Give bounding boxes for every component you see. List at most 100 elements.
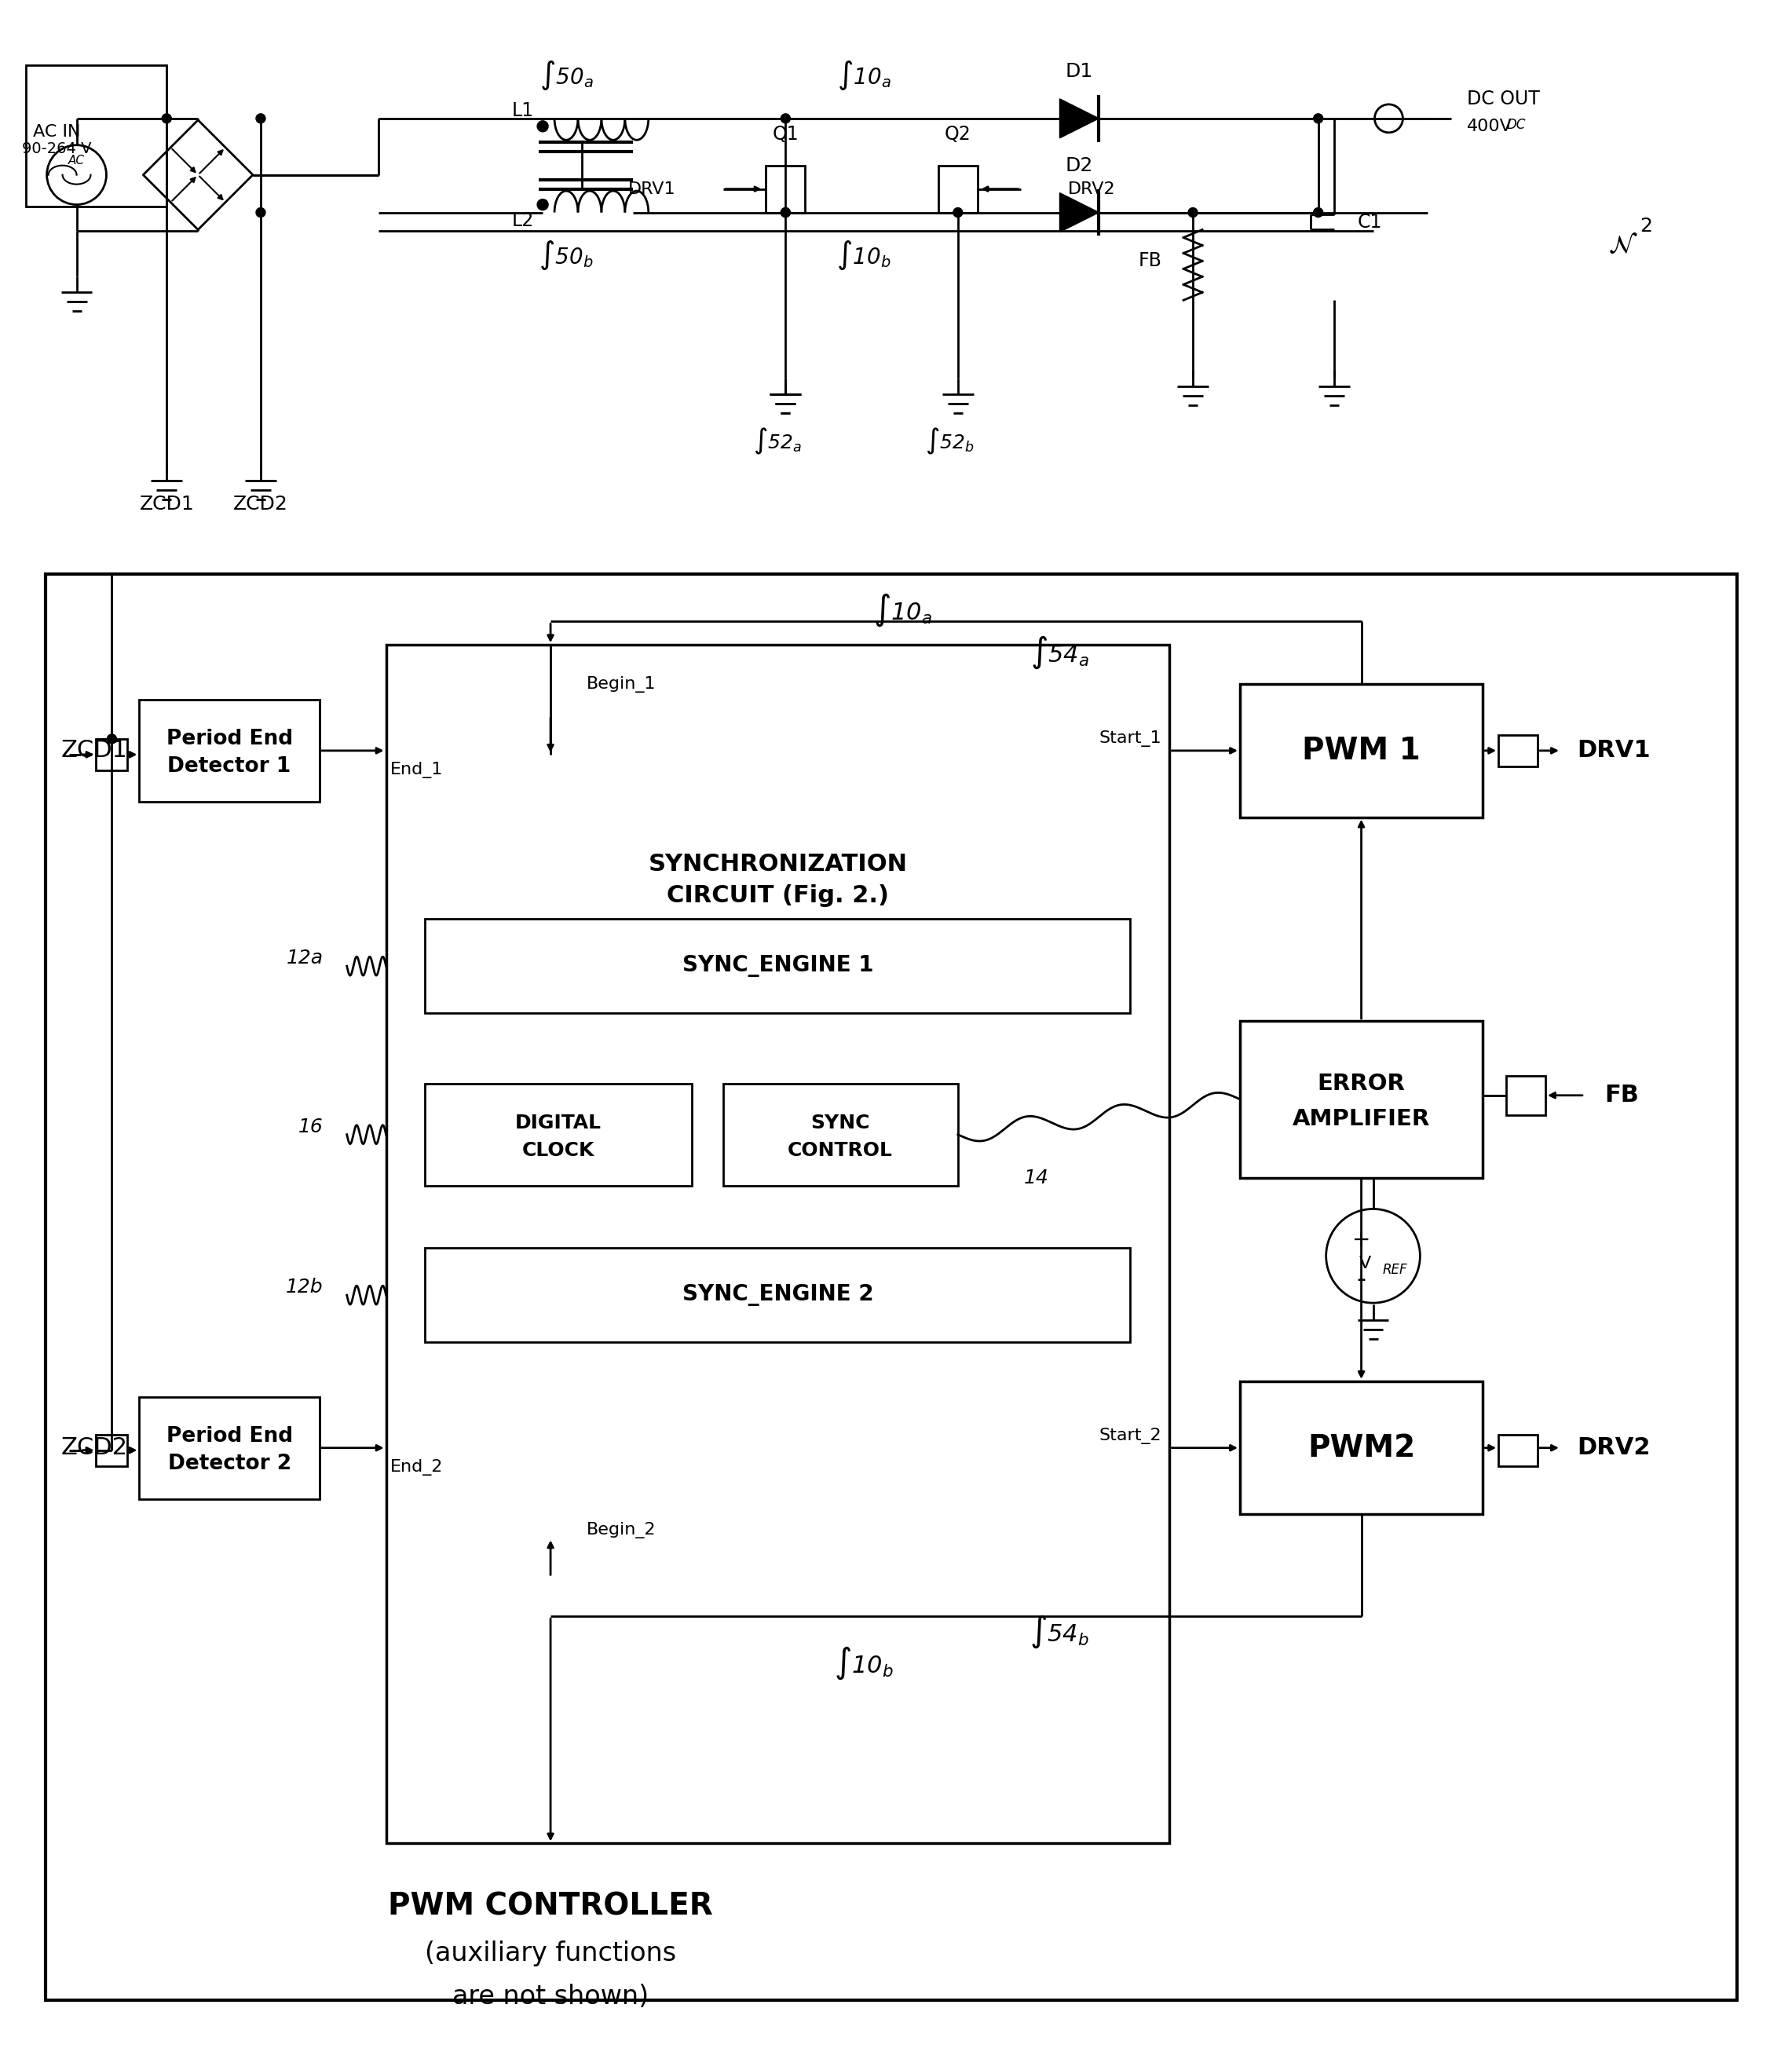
Text: End_2: End_2 — [391, 1459, 443, 1475]
Text: D2: D2 — [1066, 157, 1093, 175]
Text: $\int$50$_b$: $\int$50$_b$ — [539, 239, 593, 272]
Text: $\int$52$_b$: $\int$52$_b$ — [925, 427, 975, 456]
Bar — [722, 1083, 959, 1186]
Bar — [1240, 685, 1482, 817]
Text: Period End: Period End — [167, 1426, 292, 1446]
Text: PWM CONTROLLER: PWM CONTROLLER — [389, 1892, 713, 1921]
Text: 12a: 12a — [287, 949, 323, 968]
Bar — [425, 920, 1131, 1013]
Text: DRV2: DRV2 — [1068, 182, 1115, 196]
Text: SYNCHRONIZATION: SYNCHRONIZATION — [649, 852, 907, 875]
Polygon shape — [1059, 99, 1098, 138]
Text: REF: REF — [1382, 1263, 1407, 1277]
Text: $\mathcal{N}$: $\mathcal{N}$ — [1607, 233, 1638, 258]
Circle shape — [538, 200, 548, 210]
Bar — [97, 1434, 127, 1467]
Bar — [1498, 734, 1538, 765]
Text: PWM 1: PWM 1 — [1303, 736, 1421, 765]
Bar — [765, 165, 805, 212]
Text: CLOCK: CLOCK — [521, 1141, 595, 1159]
Text: ZCD1: ZCD1 — [140, 495, 194, 514]
Text: 400V: 400V — [1468, 118, 1512, 134]
Text: $\int$52$_a$: $\int$52$_a$ — [753, 427, 803, 456]
Circle shape — [1188, 208, 1197, 217]
Bar — [939, 165, 977, 212]
Circle shape — [108, 734, 116, 743]
Circle shape — [781, 208, 790, 217]
Circle shape — [538, 122, 548, 132]
Text: DRV1: DRV1 — [1577, 739, 1650, 761]
Bar — [97, 739, 127, 769]
Circle shape — [781, 208, 790, 217]
Bar — [140, 1397, 319, 1500]
Text: (auxiliary functions: (auxiliary functions — [425, 1939, 676, 1966]
Text: DC OUT: DC OUT — [1468, 89, 1539, 107]
Text: PWM2: PWM2 — [1308, 1434, 1416, 1463]
Text: D1: D1 — [1066, 62, 1093, 80]
Text: FB: FB — [1138, 252, 1161, 270]
Text: DRV1: DRV1 — [629, 182, 676, 196]
Text: Begin_1: Begin_1 — [586, 677, 656, 693]
Text: DC: DC — [1507, 118, 1525, 132]
Text: Begin_2: Begin_2 — [586, 1522, 656, 1539]
Text: Detector 2: Detector 2 — [168, 1452, 290, 1473]
Text: +: + — [1353, 1230, 1371, 1252]
Text: ZCD1: ZCD1 — [61, 739, 127, 761]
Text: $\int$10$_a$: $\int$10$_a$ — [873, 592, 932, 627]
Circle shape — [256, 113, 265, 124]
Text: $\int$50$_a$: $\int$50$_a$ — [539, 60, 593, 93]
Bar — [1498, 1434, 1538, 1467]
Text: FB: FB — [1604, 1083, 1638, 1106]
Text: $\int$54$_a$: $\int$54$_a$ — [1030, 635, 1090, 670]
Text: $\int$54$_b$: $\int$54$_b$ — [1030, 1613, 1090, 1650]
Text: V: V — [1360, 1256, 1371, 1271]
Circle shape — [161, 113, 172, 124]
Text: 14: 14 — [1023, 1168, 1048, 1186]
Text: End_1: End_1 — [391, 761, 443, 778]
Text: $\int$10$_b$: $\int$10$_b$ — [837, 239, 891, 272]
Text: Period End: Period End — [167, 728, 292, 749]
Text: Start_1: Start_1 — [1098, 730, 1161, 747]
Text: Q2: Q2 — [944, 124, 971, 144]
Bar — [45, 574, 1736, 2001]
Polygon shape — [1059, 192, 1098, 231]
Bar — [25, 66, 167, 206]
Text: SYNC_ENGINE 1: SYNC_ENGINE 1 — [683, 955, 873, 978]
Circle shape — [953, 208, 962, 217]
Text: 16: 16 — [299, 1118, 323, 1137]
Bar — [140, 699, 319, 803]
Text: L1: L1 — [513, 101, 534, 120]
Text: 2: 2 — [1640, 217, 1652, 235]
Text: ZCD2: ZCD2 — [61, 1436, 127, 1459]
Bar — [385, 646, 1170, 1844]
Text: $\int$10$_a$: $\int$10$_a$ — [837, 60, 891, 93]
Text: ERROR: ERROR — [1317, 1073, 1405, 1095]
Text: SYNC: SYNC — [810, 1114, 871, 1133]
Text: CONTROL: CONTROL — [788, 1141, 892, 1159]
Text: 90-264 V: 90-264 V — [22, 142, 91, 157]
Circle shape — [781, 113, 790, 124]
Text: SYNC_ENGINE 2: SYNC_ENGINE 2 — [683, 1283, 873, 1306]
Text: C1: C1 — [1357, 212, 1382, 231]
Bar — [1240, 1382, 1482, 1514]
Circle shape — [1314, 113, 1322, 124]
Text: Start_2: Start_2 — [1098, 1428, 1161, 1444]
Text: AC: AC — [68, 155, 84, 167]
Bar — [425, 1083, 692, 1186]
Text: L2: L2 — [513, 210, 534, 229]
Text: $\int$10$_b$: $\int$10$_b$ — [833, 1644, 894, 1681]
Text: AMPLIFIER: AMPLIFIER — [1292, 1108, 1430, 1131]
Text: Q1: Q1 — [772, 124, 799, 144]
Circle shape — [256, 208, 265, 217]
Text: DRV2: DRV2 — [1577, 1436, 1650, 1459]
Text: ZCD2: ZCD2 — [233, 495, 289, 514]
Text: DIGITAL: DIGITAL — [514, 1114, 602, 1133]
Bar — [1507, 1075, 1545, 1114]
Text: AC IN: AC IN — [34, 124, 81, 140]
Text: 12b: 12b — [287, 1277, 323, 1298]
Circle shape — [1314, 208, 1322, 217]
Bar — [425, 1248, 1131, 1343]
Bar — [1240, 1021, 1482, 1178]
Text: -: - — [1357, 1267, 1366, 1291]
Text: Detector 1: Detector 1 — [168, 757, 290, 776]
